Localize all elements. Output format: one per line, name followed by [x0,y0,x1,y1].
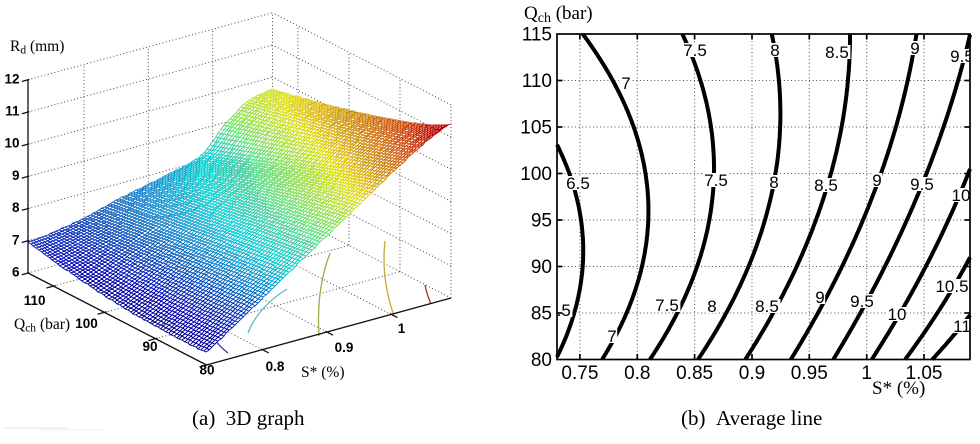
svg-text:7: 7 [607,327,616,346]
svg-text:7: 7 [621,74,630,93]
svg-text:9: 9 [12,168,20,183]
svg-text:9.5: 9.5 [950,47,974,66]
svg-text:11: 11 [5,104,20,119]
svg-text:0.85: 0.85 [676,363,713,384]
svg-text:0.9: 0.9 [335,340,354,355]
svg-text:1: 1 [398,321,406,336]
svg-text:10: 10 [4,136,19,151]
svg-text:1.05: 1.05 [906,363,943,384]
svg-text:0.9: 0.9 [739,363,765,384]
svg-text:90: 90 [531,257,552,278]
svg-text:S* (%): S* (%) [872,378,925,399]
svg-text:8: 8 [770,41,779,60]
svg-text:100: 100 [520,164,552,185]
svg-text:8: 8 [707,297,716,316]
svg-text:9.5: 9.5 [850,292,874,311]
svg-text:(a) 3D graph: (a) 3D graph [192,406,305,430]
svg-text:Qch (bar): Qch (bar) [14,316,70,335]
svg-text:7.5: 7.5 [704,171,728,190]
svg-text:0.75: 0.75 [561,363,598,384]
svg-text:10.5: 10.5 [935,277,968,296]
svg-text:115: 115 [522,25,552,46]
svg-text:80: 80 [531,350,552,371]
svg-text:7: 7 [12,232,20,247]
svg-text:Rd (mm): Rd (mm) [10,38,64,57]
svg-text:Qch (bar): Qch (bar) [524,3,593,26]
svg-text:0.8: 0.8 [266,359,285,374]
svg-text:105: 105 [520,118,552,139]
svg-text:8.5: 8.5 [755,297,779,316]
svg-text:9.5: 9.5 [910,175,934,194]
svg-text:8: 8 [12,200,20,215]
svg-text:7.5: 7.5 [655,296,679,315]
svg-text:6.5: 6.5 [566,174,590,193]
svg-text:0.95: 0.95 [791,363,828,384]
svg-text:8.5: 8.5 [825,43,849,62]
svg-text:6: 6 [12,265,20,280]
svg-text:(b) Average line: (b) Average line [681,406,822,430]
svg-text:6.5: 6.5 [547,301,571,320]
svg-text:110: 110 [522,71,552,92]
svg-text:85: 85 [531,304,552,325]
svg-text:9: 9 [872,171,881,190]
svg-text:100: 100 [75,316,98,331]
svg-text:9: 9 [815,288,824,307]
svg-text:9: 9 [910,39,919,58]
svg-text:S* (%): S* (%) [301,364,344,381]
svg-text:8: 8 [769,173,778,192]
svg-text:90: 90 [142,339,157,354]
svg-text:10: 10 [952,186,971,205]
svg-text:110: 110 [24,293,46,308]
svg-text:0.8: 0.8 [624,363,650,384]
svg-text:95: 95 [531,211,552,232]
svg-text:1: 1 [861,363,872,384]
svg-text:8.5: 8.5 [814,176,838,195]
svg-text:11: 11 [953,317,971,336]
svg-text:7.5: 7.5 [683,41,707,60]
svg-text:12: 12 [4,71,19,86]
svg-text:80: 80 [199,363,214,378]
svg-text:10: 10 [888,305,907,324]
